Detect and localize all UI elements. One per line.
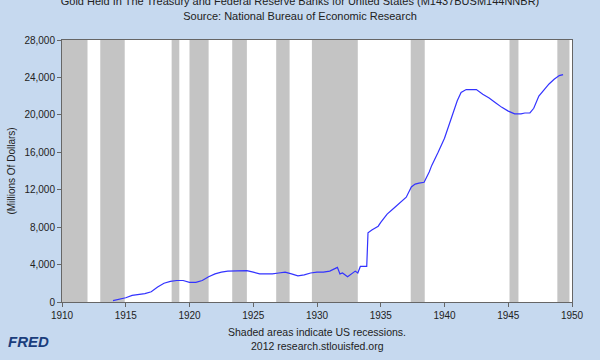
svg-text:8,000: 8,000: [30, 222, 55, 233]
svg-text:2012 research.stlouisfed.org: 2012 research.stlouisfed.org: [251, 340, 384, 352]
svg-text:0: 0: [49, 297, 55, 308]
svg-text:Shaded areas indicate US reces: Shaded areas indicate US recessions.: [228, 326, 406, 338]
svg-text:20,000: 20,000: [24, 109, 55, 120]
svg-text:24,000: 24,000: [24, 72, 55, 83]
svg-text:1925: 1925: [242, 310, 265, 321]
svg-text:1930: 1930: [306, 310, 329, 321]
svg-text:28,000: 28,000: [24, 35, 55, 46]
svg-text:1910: 1910: [51, 310, 74, 321]
svg-text:4,000: 4,000: [30, 259, 55, 270]
svg-text:1915: 1915: [115, 310, 138, 321]
svg-text:12,000: 12,000: [24, 184, 55, 195]
svg-text:16,000: 16,000: [24, 147, 55, 158]
svg-text:1940: 1940: [433, 310, 456, 321]
svg-text:1935: 1935: [370, 310, 393, 321]
svg-text:1920: 1920: [178, 310, 201, 321]
svg-text:FRED: FRED: [8, 333, 49, 350]
svg-text:1945: 1945: [497, 310, 520, 321]
svg-text:(Millions Of Dollars): (Millions Of Dollars): [6, 127, 17, 214]
svg-text:Gold Held In The Treasury and: Gold Held In The Treasury and Federal Re…: [61, 0, 540, 22]
svg-text:1950: 1950: [561, 310, 584, 321]
